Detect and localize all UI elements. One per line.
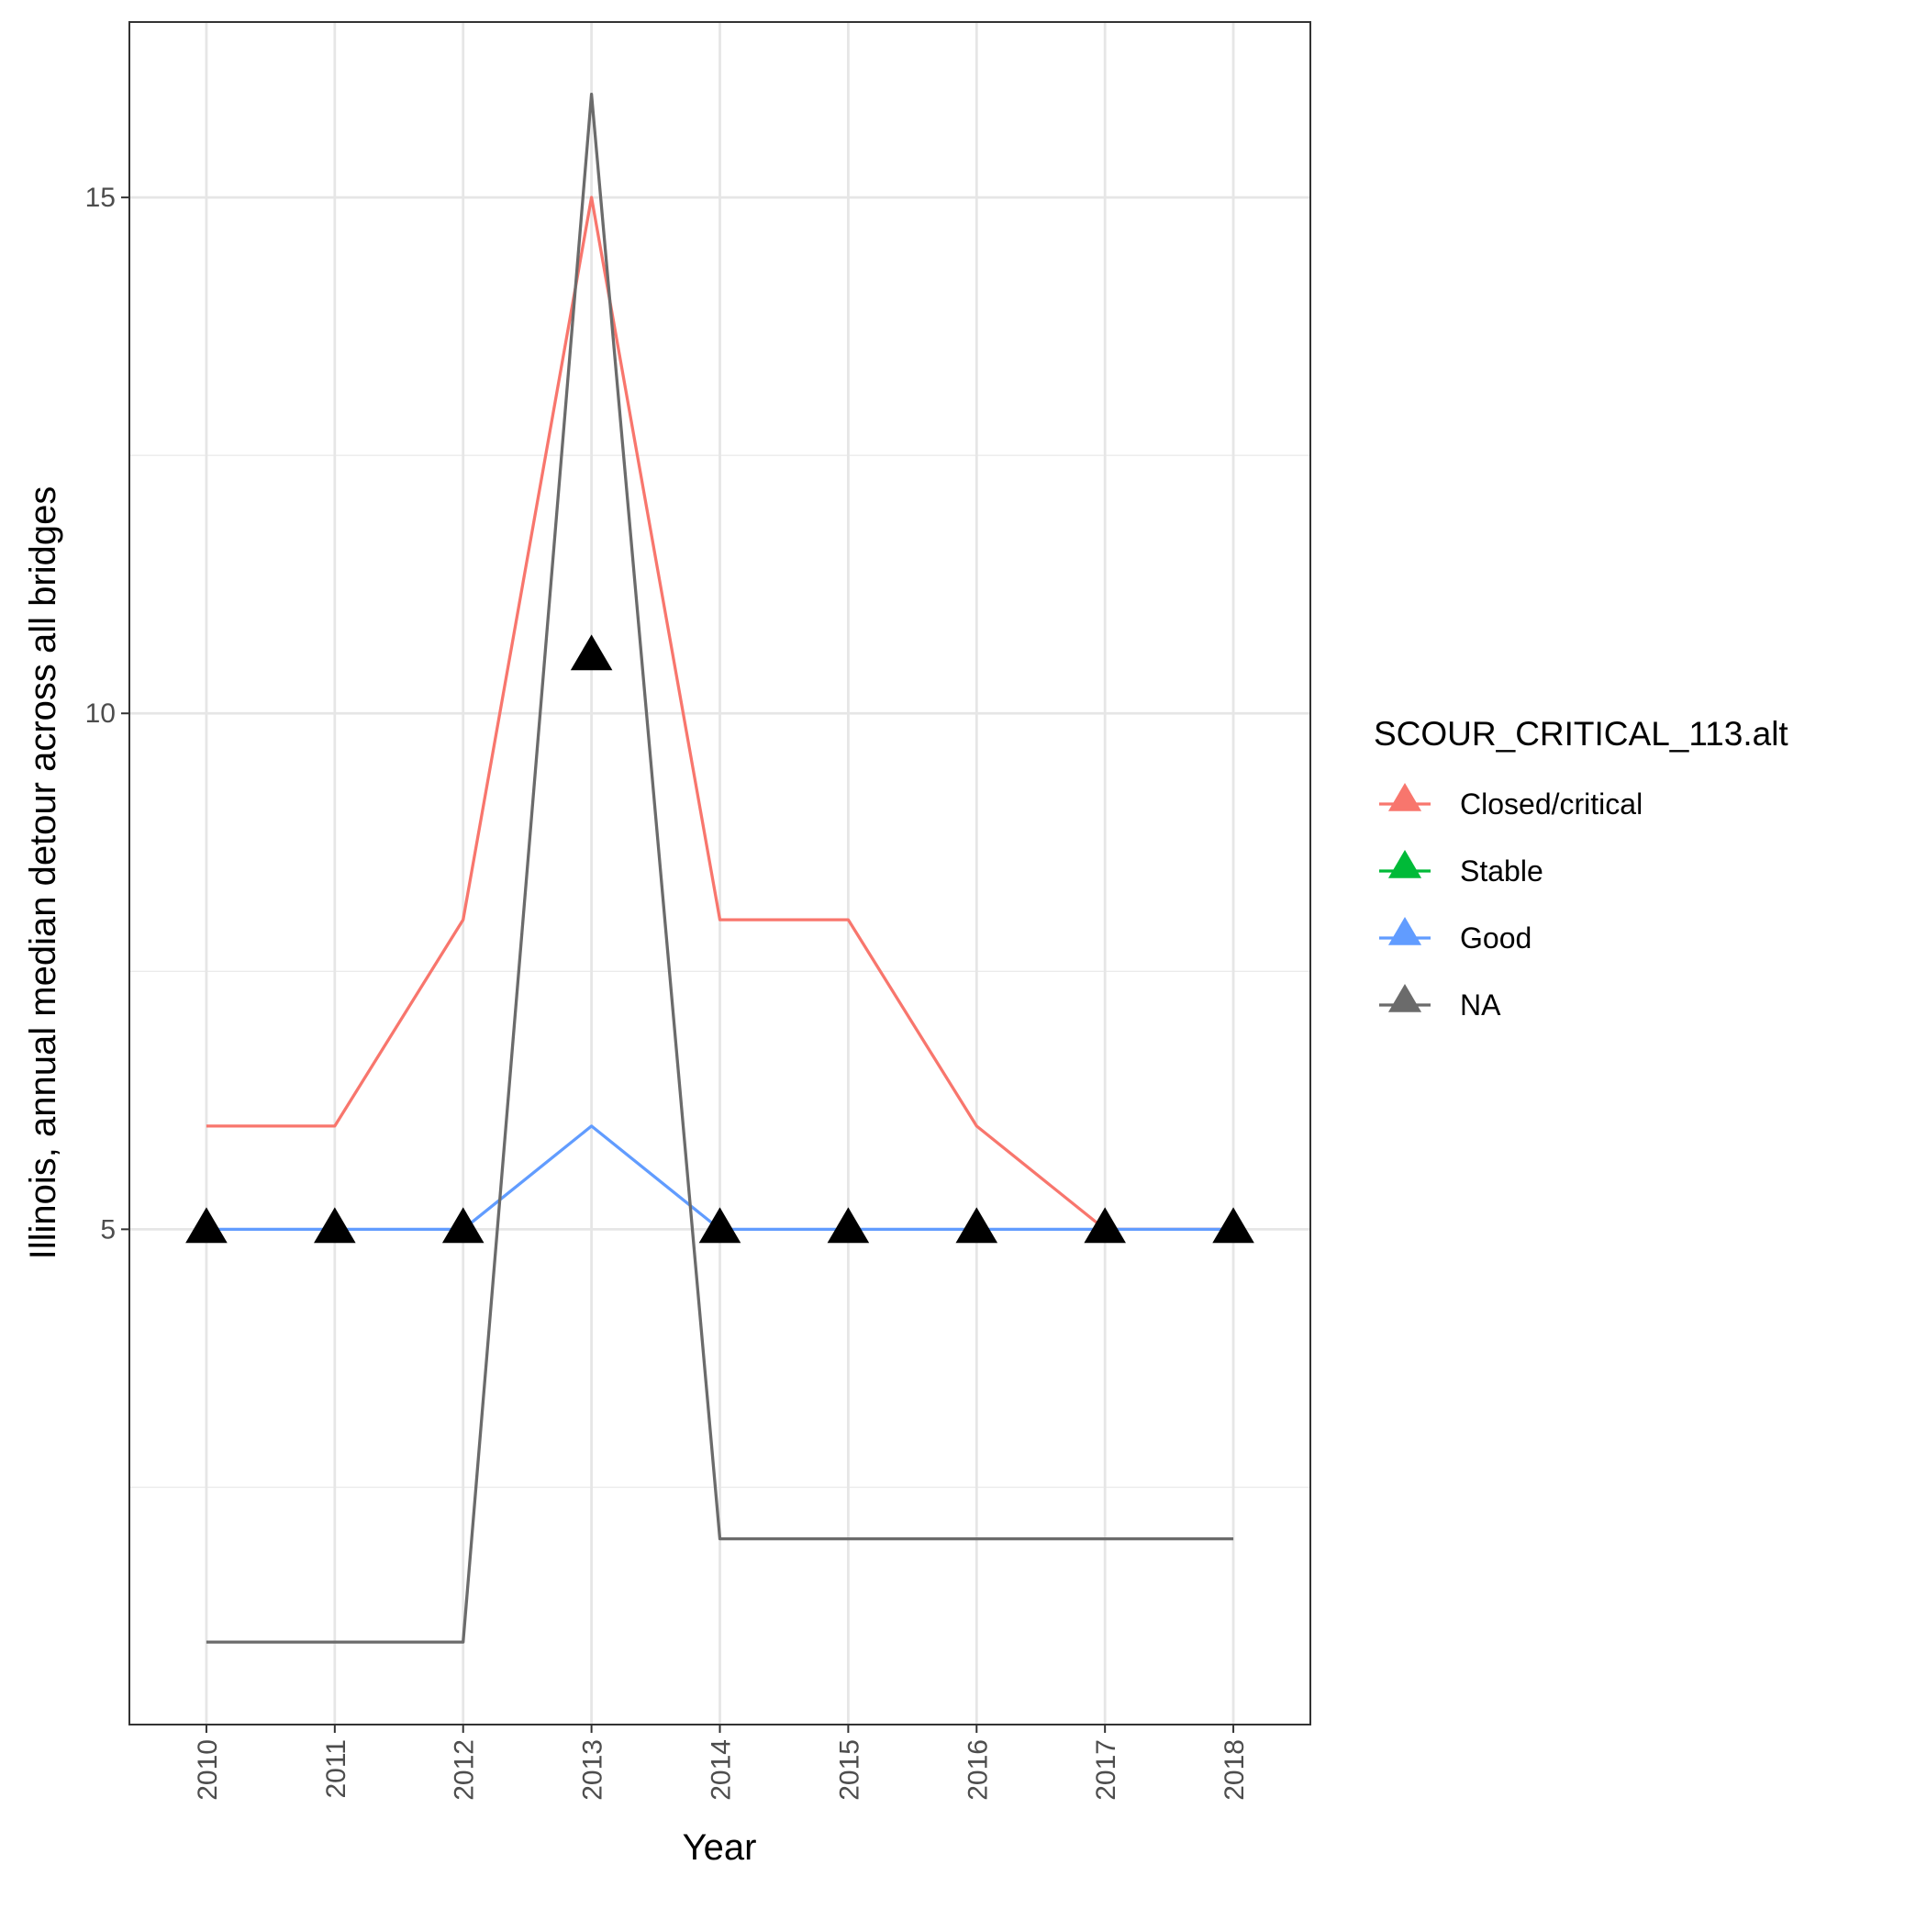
legend-key-triangle: [1387, 917, 1422, 945]
data-point-triangle: [698, 1207, 741, 1244]
data-point-triangle: [314, 1207, 356, 1244]
data-point-triangle: [185, 1207, 228, 1244]
x-tick-label: 2016: [963, 1739, 993, 1801]
data-point-triangle: [441, 1207, 485, 1244]
data-point-triangle: [570, 634, 613, 671]
legend-label: Good: [1460, 921, 1532, 955]
legend-key-triangle: [1387, 984, 1422, 1012]
legend-item-na: NA: [1379, 984, 1501, 1022]
legend-items: Closed/critical Stable Good NA: [1379, 783, 1643, 1022]
data-point-triangle: [827, 1207, 870, 1244]
x-tick-label: 2010: [193, 1739, 223, 1801]
legend-item-good: Good: [1379, 917, 1532, 955]
y-tick-label: 10: [85, 698, 116, 729]
legend-key-triangle: [1387, 850, 1422, 878]
points-layer: [185, 634, 1254, 1244]
x-axis-title: Year: [683, 1827, 757, 1868]
x-tick-label: 2017: [1091, 1739, 1121, 1801]
x-tick-label: 2011: [321, 1739, 351, 1799]
x-tick-label: 2014: [707, 1739, 737, 1801]
legend-key-triangle: [1387, 783, 1422, 811]
axes-layer: 5 10 15 2010 2011 2012 2013 2014 2015 2016 2017 201…: [85, 183, 1250, 1801]
x-tick-label: 2015: [834, 1739, 864, 1801]
legend: SCOUR_CRITICAL_113.alt Closed/critical St…: [1374, 715, 1788, 1022]
y-tick-label: 15: [85, 183, 116, 213]
data-point-triangle: [955, 1207, 998, 1244]
legend-label: Stable: [1460, 854, 1543, 888]
legend-label: Closed/critical: [1460, 787, 1643, 821]
x-tick-label: 2013: [578, 1739, 608, 1801]
series-line-closed-critical: [206, 195, 1234, 1232]
x-tick-label: 2018: [1220, 1739, 1250, 1801]
y-axis-title: Illinois, annual median detour across al…: [23, 486, 63, 1260]
x-tick-label: 2012: [450, 1739, 480, 1801]
legend-title: SCOUR_CRITICAL_113.alt: [1374, 715, 1788, 753]
legend-item-closed-critical: Closed/critical: [1379, 783, 1643, 821]
legend-label: NA: [1460, 988, 1501, 1022]
grid-layer: [129, 22, 1310, 1725]
y-tick-label: 5: [100, 1214, 116, 1245]
legend-item-stable: Stable: [1379, 850, 1543, 888]
series-line-na: [206, 93, 1234, 1644]
data-point-triangle: [1084, 1207, 1126, 1244]
data-point-triangle: [1212, 1207, 1254, 1244]
